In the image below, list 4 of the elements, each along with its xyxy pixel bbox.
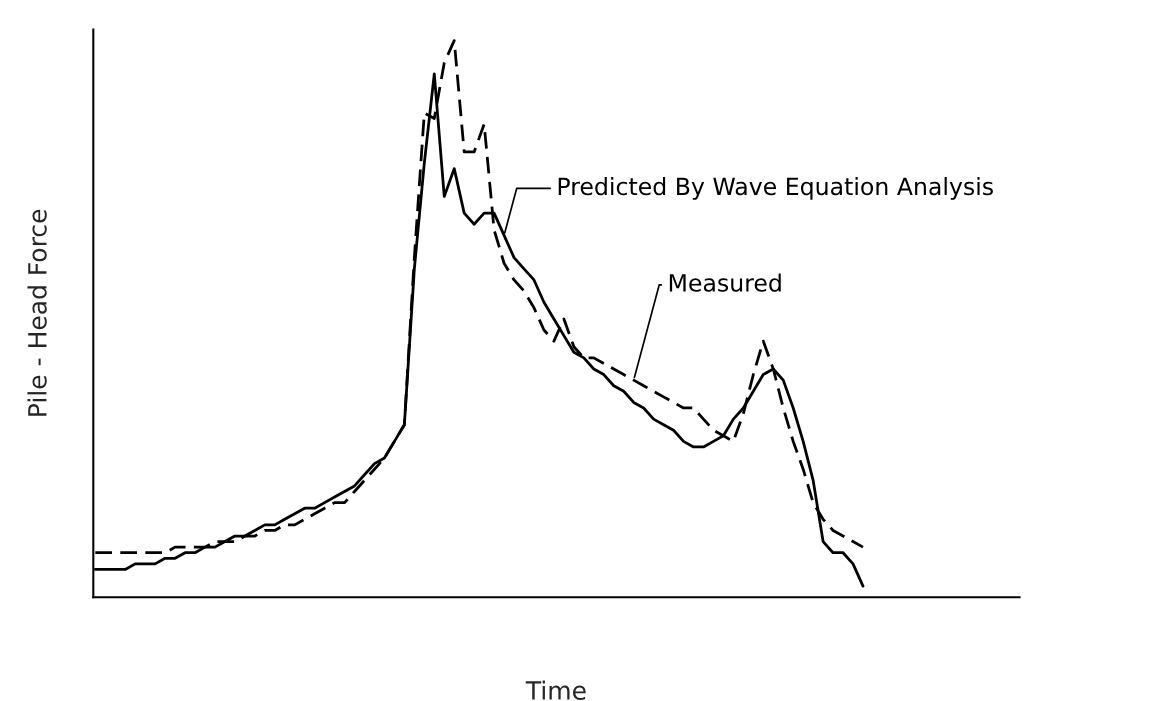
text: Predicted By Wave Equation Analysis xyxy=(558,177,993,200)
text: Measured xyxy=(669,273,781,292)
y-axis-title: Pile - Head Force xyxy=(27,209,47,416)
x-axis-title: Time xyxy=(525,680,586,700)
